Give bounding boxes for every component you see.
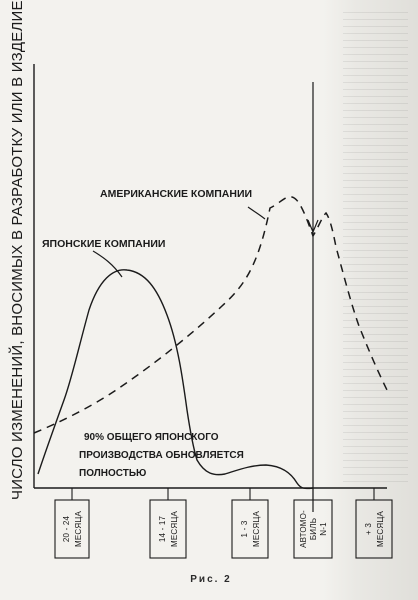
timeline-2-bottom: МЕСЯЦА	[170, 511, 179, 547]
american-companies-label: АМЕРИКАНСКИЕ КОМПАНИИ	[100, 188, 252, 200]
y-axis-label: ЧИСЛО ИЗМЕНЕНИЙ, ВНОСИМЫХ В РАЗРАБОТКУ И…	[8, 0, 26, 500]
marker-arrow	[307, 219, 319, 234]
japanese-companies-label: ЯПОНСКИЕ КОМПАНИИ	[42, 238, 165, 250]
timeline-4-bottom: N-1	[319, 522, 328, 536]
american-companies-curve	[33, 195, 388, 434]
timeline-1-top: 20 - 24	[62, 515, 71, 542]
timeline-3-top: 1 - 3	[240, 520, 249, 537]
bleed-through-text-lines	[343, 12, 408, 482]
figure-caption: Рис. 2	[190, 574, 232, 585]
note-line-3: ПОЛНОСТЬЮ	[79, 468, 146, 479]
japanese-companies-curve	[37, 269, 314, 490]
timeline-4-top: АВТОМО-	[299, 510, 308, 548]
american-label-leader	[247, 206, 266, 220]
timeline-4-mid: БИЛЬ	[309, 518, 318, 540]
timeline-box-4	[293, 499, 333, 559]
timeline-box-3	[231, 499, 269, 559]
timeline-2-top: 14 - 17	[158, 515, 167, 542]
timeline-5-bottom: МЕСЯЦА	[376, 511, 385, 547]
note-line-2: ПРОИЗВОДСТВА ОБНОВЛЯЕТСЯ	[79, 450, 244, 461]
timeline-3-bottom: МЕСЯЦА	[252, 511, 261, 547]
timeline-box-5	[355, 499, 393, 559]
note-line-1: 90% ОБЩЕГО ЯПОНСКОГО	[84, 432, 219, 443]
timeline-1-bottom: МЕСЯЦА	[74, 511, 83, 547]
timeline-box-1	[54, 499, 90, 559]
timeline-box-2	[149, 499, 187, 559]
timeline-5-top: + 3	[364, 523, 373, 535]
japanese-label-leader	[92, 250, 123, 278]
